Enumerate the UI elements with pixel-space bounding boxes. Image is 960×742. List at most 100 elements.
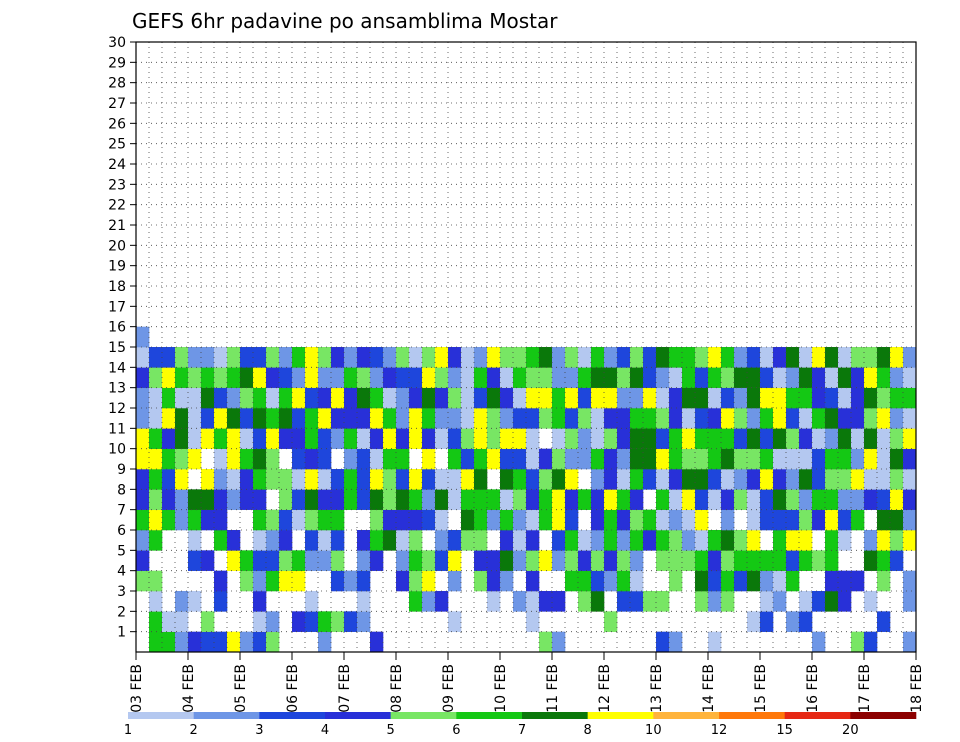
heatmap-cell [357,367,371,388]
y-tick-label: 24 [108,157,126,173]
heatmap-cell [318,550,332,571]
heatmap-cell [149,489,163,510]
heatmap-cell [617,387,631,409]
heatmap-cell [188,367,202,388]
heatmap-cell [812,448,826,470]
heatmap-cell [565,408,579,429]
heatmap-cell [318,489,332,510]
legend-label: 12 [711,723,728,738]
heatmap-cell [201,387,215,409]
heatmap-cell [175,631,189,653]
heatmap-cell [201,367,215,388]
heatmap-cell [825,408,839,429]
heatmap-cell [357,448,371,470]
heatmap-cell [448,448,462,470]
heatmap-cell [214,367,228,388]
heatmap-cell [552,591,566,612]
heatmap-cell [630,509,644,531]
heatmap-cell [331,469,345,490]
heatmap-cell [305,367,319,388]
legend-swatch [719,712,785,719]
heatmap-cell [461,509,475,531]
heatmap-cell [539,408,553,429]
heatmap-cell [578,367,592,388]
heatmap-cell [721,387,735,409]
heatmap-cell [825,448,839,470]
heatmap-cell [435,509,449,531]
heatmap-cell [604,408,618,429]
heatmap-cell [422,448,436,470]
heatmap-cell [682,428,696,449]
heatmap-cell [630,367,644,388]
heatmap-cell [747,509,761,531]
heatmap-cell [630,489,644,510]
heatmap-cell [136,570,150,592]
heatmap-cell [487,408,501,429]
heatmap-cell [786,489,800,510]
heatmap-cell [253,387,267,409]
heatmap-cell [526,530,540,551]
y-tick-label: 17 [108,299,126,315]
heatmap-cell [721,591,735,612]
x-axis: 03 FEB 04 FEB 05 FEB 06 FEB 07 FEB 08 FEB 09 F… [129,652,925,713]
heatmap-cell [903,570,917,592]
heatmap-cell [708,387,722,409]
heatmap-cell [409,550,423,571]
heatmap-cell [656,408,670,429]
heatmap-cell [435,428,449,449]
heatmap-cell [877,428,891,449]
heatmap-cell [877,530,891,551]
heatmap-cell [422,591,436,612]
heatmap-cell [331,489,345,510]
heatmap-cell [396,448,410,470]
heatmap-cell [214,570,228,592]
heatmap-cell [279,469,293,490]
heatmap-cell [539,489,553,510]
heatmap-cell [266,408,280,429]
heatmap-cell [903,448,917,470]
heatmap-cell [760,611,774,632]
heatmap-cell [539,631,553,653]
heatmap-cell [786,347,800,368]
heatmap-cell [500,428,514,449]
heatmap-cell [578,591,592,612]
heatmap-cell [851,387,865,409]
heatmap-cell [669,550,683,571]
x-tick-label: 13 FEB [649,664,665,713]
heatmap-cell [708,489,722,510]
heatmap-cell [591,367,605,388]
heatmap-cell [799,428,813,449]
heatmap-cell [500,408,514,429]
heatmap-cell [474,469,488,490]
heatmap-cell [851,408,865,429]
heatmap-cell [214,428,228,449]
heatmap-cell [448,611,462,632]
heatmap-cell [422,489,436,510]
heatmap-cell [227,489,241,510]
heatmap-cell [695,367,709,388]
heatmap-cell [383,489,397,510]
heatmap-cell [656,448,670,470]
heatmap-cell [201,428,215,449]
heatmap-cell [604,530,618,551]
heatmap-cell [682,367,696,388]
heatmap-cell [188,408,202,429]
heatmap-cell [539,347,553,368]
heatmap-cell [227,469,241,490]
heatmap-cell [643,367,657,388]
heatmap-cell [760,550,774,571]
heatmap-cell [630,387,644,409]
heatmap-cell [370,367,384,388]
heatmap-cell [461,367,475,388]
heatmap-cell [552,489,566,510]
heatmap-cell [747,530,761,551]
heatmap-cell [357,428,371,449]
heatmap-cell [890,367,904,388]
heatmap-cell [370,387,384,409]
heatmap-cell [617,591,631,612]
x-tick-label: 06 FEB [285,664,301,713]
heatmap-cell [708,570,722,592]
heatmap-cell [214,631,228,653]
heatmap-cell [747,611,761,632]
heatmap-cell [591,387,605,409]
